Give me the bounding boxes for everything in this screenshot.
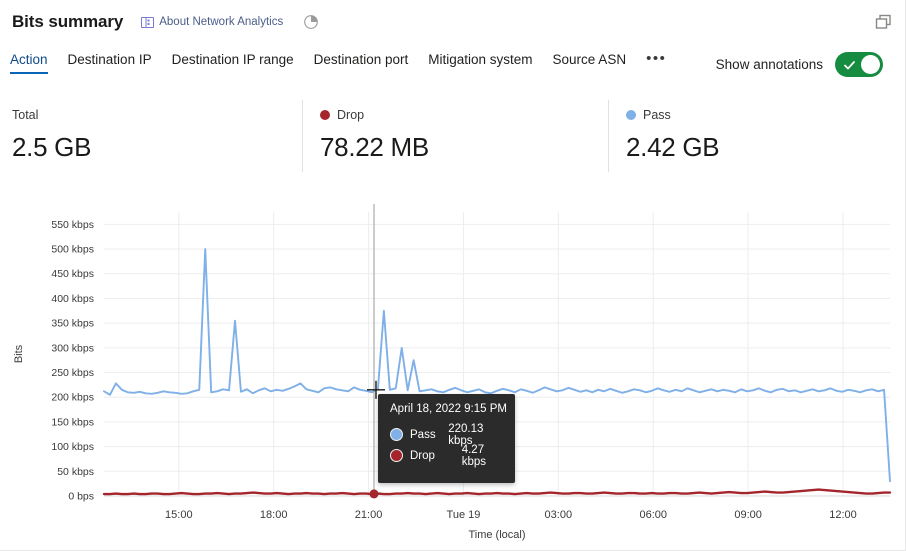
x-axis-tick-label: 09:00 — [734, 509, 762, 521]
clock-pie-icon[interactable] — [303, 14, 319, 30]
x-axis-tick-label: 15:00 — [165, 509, 193, 521]
tab-bar: Action Destination IP Destination IP ran… — [10, 50, 667, 74]
tab-destination-ip[interactable]: Destination IP — [67, 52, 152, 67]
show-annotations-toggle[interactable] — [835, 52, 883, 77]
tooltip-pass-dot — [390, 428, 403, 441]
page-title: Bits summary — [12, 12, 124, 31]
series-line-pass — [103, 248, 891, 483]
tab-destination-ip-range[interactable]: Destination IP range — [171, 52, 294, 67]
tooltip-row-drop: Drop 4.27 kbps — [390, 443, 505, 468]
tooltip-row-pass: Pass 220.13 kbps — [390, 422, 505, 447]
stat-drop-label: Drop — [337, 107, 365, 122]
stat-total-value: 2.5 GB — [12, 132, 92, 162]
x-axis-tick-label: 21:00 — [355, 509, 383, 521]
y-axis-tick-label: 300 kbps — [51, 342, 94, 354]
pass-legend-dot — [626, 109, 636, 120]
stat-pass: Pass 2.42 GB — [608, 100, 906, 182]
y-axis-tick-label: 150 kbps — [51, 416, 94, 428]
chart-svg: 0 bps 50 kbps 100 kbps 150 kbps 200 kbps 250 … — [13, 204, 892, 541]
y-axis-tick-label: 250 kbps — [51, 367, 94, 379]
tab-destination-port[interactable]: Destination port — [313, 52, 409, 67]
panel-header: Bits summary About Network Analytics — [0, 0, 906, 44]
tab-source-asn[interactable]: Source ASN — [552, 52, 627, 67]
stat-drop: Drop 78.22 MB — [302, 100, 608, 182]
crosshair-cursor-icon — [366, 380, 385, 399]
y-axis-tick-label: 400 kbps — [51, 293, 94, 305]
tooltip-pass-label: Pass — [410, 428, 436, 441]
tooltip-drop-label: Drop — [410, 449, 435, 462]
stat-total: Total 2.5 GB — [0, 100, 302, 182]
show-annotations-label: Show annotations — [715, 57, 823, 72]
y-axis-tick-label: 500 kbps — [51, 244, 94, 256]
about-network-analytics-link[interactable]: About Network Analytics — [141, 16, 283, 29]
chart-tooltip: April 18, 2022 9:15 PM Pass 220.13 kbps … — [378, 394, 515, 483]
y-axis-tick-label: 100 kbps — [51, 441, 94, 453]
summary-stats: Total 2.5 GB Drop 78.22 MB Pass 2.42 GB — [0, 100, 906, 182]
y-axis-tick-label: 0 bps — [68, 491, 94, 503]
y-axis-title: Bits — [13, 344, 25, 363]
stat-pass-label: Pass — [643, 107, 671, 122]
tooltip-timestamp: April 18, 2022 9:15 PM — [390, 403, 507, 415]
x-axis-tick-label: Tue 19 — [447, 509, 481, 521]
x-axis-tick-label: 03:00 — [545, 509, 573, 521]
hover-marker-drop — [369, 489, 379, 499]
about-link-label: About Network Analytics — [159, 16, 284, 28]
book-icon — [141, 16, 155, 29]
bits-time-series-chart[interactable]: 0 bps 50 kbps 100 kbps 150 kbps 200 kbps 250 … — [0, 196, 906, 551]
tab-action[interactable]: Action — [10, 52, 58, 74]
x-axis-tick-label: 12:00 — [829, 509, 857, 521]
x-axis-title: Time (local) — [468, 529, 525, 541]
x-axis-tick-label: 06:00 — [639, 509, 667, 521]
tooltip-drop-value: 4.27 kbps — [461, 443, 487, 468]
tab-mitigation-system[interactable]: Mitigation system — [428, 52, 533, 67]
y-axis-tick-label: 550 kbps — [51, 219, 94, 231]
show-annotations-control: Show annotations — [716, 52, 883, 77]
y-axis-tick-label: 50 kbps — [57, 466, 94, 478]
x-axis-tick-label: 18:00 — [260, 509, 288, 521]
y-axis-tick-label: 450 kbps — [51, 268, 94, 280]
stat-pass-value: 2.42 GB — [626, 132, 720, 162]
series-line-drop — [102, 488, 892, 496]
y-axis-tick-label: 350 kbps — [51, 318, 94, 330]
drop-legend-dot — [320, 109, 330, 120]
stat-total-label: Total — [12, 107, 39, 122]
check-icon — [844, 58, 855, 70]
tooltip-pass-value: 220.13 kbps — [448, 422, 484, 447]
stat-drop-value: 78.22 MB — [320, 132, 429, 162]
popout-icon[interactable] — [872, 11, 894, 33]
y-axis-tick-label: 200 kbps — [51, 392, 94, 404]
tooltip-drop-dot — [390, 449, 403, 462]
toggle-knob — [861, 55, 880, 74]
tab-overflow-button[interactable]: ••• — [646, 50, 667, 67]
